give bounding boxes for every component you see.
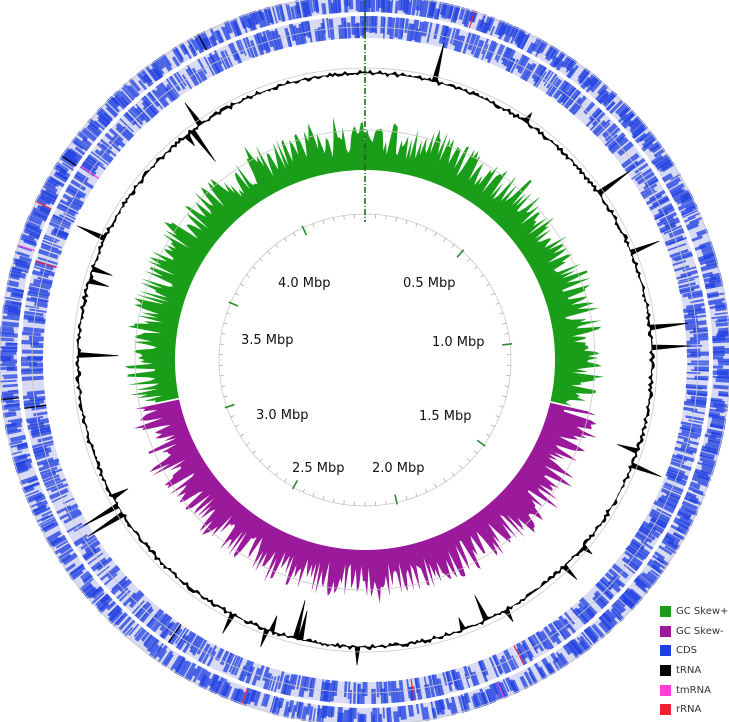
legend-swatch xyxy=(660,645,671,657)
legend-label: GC Skew- xyxy=(676,625,724,637)
legend-label: rRNA xyxy=(676,704,702,716)
legend-swatch xyxy=(660,606,671,618)
legend-label: GC Skew+ xyxy=(676,606,729,618)
legend-item-gc-skew-plus: GC Skew+ xyxy=(660,602,728,622)
legend-label: tmRNA xyxy=(676,684,711,696)
gc-skew-track xyxy=(125,116,605,604)
tick-label-4-0: 4.0 Mbp xyxy=(278,276,331,291)
legend-item-rrna: rRNA xyxy=(660,700,728,720)
tick-label-3-5: 3.5 Mbp xyxy=(241,333,294,348)
tick-label-1-5: 1.5 Mbp xyxy=(419,409,472,424)
legend-label: tRNA xyxy=(676,665,702,677)
gc-content-track xyxy=(75,42,691,666)
legend-swatch xyxy=(660,704,671,716)
legend-item-gc-skew-minus: GC Skew- xyxy=(660,622,728,642)
legend-swatch xyxy=(660,625,671,637)
legend-swatch xyxy=(660,684,671,696)
tick-label-3-0: 3.0 Mbp xyxy=(256,408,309,423)
legend-swatch xyxy=(660,665,671,677)
tick-label-1-0: 1.0 Mbp xyxy=(432,335,485,350)
cds-inner-track xyxy=(21,15,709,704)
tick-label-2-5: 2.5 Mbp xyxy=(292,461,345,476)
legend-item-cds: CDS xyxy=(660,641,728,661)
tick-label-0-5: 0.5 Mbp xyxy=(403,276,456,291)
legend-item-tmrna: tmRNA xyxy=(660,680,728,700)
legend-item-trna: tRNA xyxy=(660,661,728,681)
scale-ticks xyxy=(219,214,513,506)
legend: GC Skew+ GC Skew- CDS tRNA tmRNA rRNA xyxy=(660,602,728,720)
tick-label-2-0: 2.0 Mbp xyxy=(372,461,425,476)
legend-label: CDS xyxy=(676,645,698,657)
